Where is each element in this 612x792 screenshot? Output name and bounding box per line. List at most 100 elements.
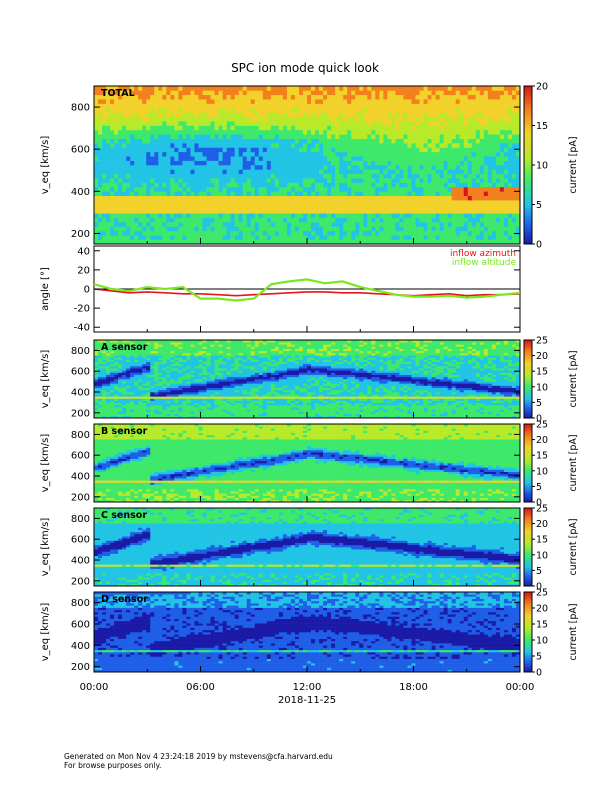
legend-inflow-altitude: inflow altitude — [452, 258, 517, 268]
colorbar-C — [523, 507, 533, 587]
colorbar-label-B: current [pA] — [568, 434, 579, 491]
panel-B: 200 400 600 800 B sensor v_eq [km/s] 0 5 10 15 20 2… — [40, 420, 579, 509]
y-tick-label-total-3: 800 — [71, 103, 90, 114]
y-axis-label-D: v_eq [km/s] — [40, 603, 51, 662]
colorbar-tick-label-B-1: 5 — [536, 482, 542, 493]
y-tick-label-D-1: 400 — [71, 641, 90, 652]
y-tick-label-B-0: 200 — [71, 492, 90, 503]
colorbar-tick-label-D-5: 25 — [536, 588, 548, 599]
colorbar-label-D: current [pA] — [568, 603, 579, 660]
x-tick-label-4: 00:00 — [506, 682, 535, 693]
x-tick-label-1: 06:00 — [186, 682, 215, 693]
colorbar-label-total: current [pA] — [568, 136, 579, 193]
colorbar-tick-label-C-4: 20 — [536, 519, 548, 530]
y-tick-label-angle-0: -40 — [74, 323, 90, 334]
footer-generated-line: Generated on Mon Nov 4 23:24:18 2019 by … — [64, 752, 333, 761]
figure-title: SPC ion mode quick look — [231, 61, 379, 75]
y-tick-label-angle-2: 0 — [84, 285, 90, 296]
series-line-inflow-altitude — [93, 278, 521, 302]
colorbar-tick-label-total-2: 10 — [536, 161, 548, 172]
colorbar-label-C: current [pA] — [568, 518, 579, 575]
panel-A: 200 400 600 800 A sensor v_eq [km/s] 0 5 10 15 20 2… — [40, 336, 579, 425]
heatmap-cells-D — [94, 592, 521, 673]
panel-C: 200 400 600 800 C sensor v_eq [km/s] 0 5 10 15 20 2… — [40, 504, 579, 593]
colorbar-tick-label-total-4: 20 — [536, 82, 548, 93]
colorbar-tick-label-B-5: 25 — [536, 420, 548, 431]
heatmap-cells-total — [94, 86, 521, 245]
footer-browse-note: For browse purposes only. — [64, 761, 162, 770]
y-axis-label-B: v_eq [km/s] — [40, 434, 51, 493]
y-tick-label-angle-1: -20 — [74, 304, 90, 315]
colorbar-tick-label-D-3: 15 — [536, 620, 548, 631]
colorbar-tick-label-A-0: 0 — [536, 414, 542, 425]
y-tick-label-C-2: 600 — [71, 535, 90, 546]
y-tick-label-D-3: 800 — [71, 598, 90, 609]
colorbar-tick-label-C-3: 15 — [536, 535, 548, 546]
panel-label-total: TOTAL — [101, 88, 135, 99]
y-axis-label-C: v_eq [km/s] — [40, 518, 51, 577]
colorbar-tick-label-B-2: 10 — [536, 466, 548, 477]
colorbar-tick-label-total-3: 15 — [536, 121, 548, 132]
y-tick-label-B-1: 400 — [71, 472, 90, 483]
y-axis-label-A: v_eq [km/s] — [40, 350, 51, 409]
panel-label-C: C sensor — [101, 510, 147, 521]
colorbar-tick-label-C-0: 0 — [536, 582, 542, 593]
y-axis-label-total: v_eq [km/s] — [40, 136, 51, 195]
y-tick-label-A-1: 400 — [71, 388, 90, 399]
y-tick-label-B-3: 800 — [71, 430, 90, 441]
series-line-inflow-azimuth — [93, 288, 521, 297]
y-tick-label-C-0: 200 — [71, 576, 90, 587]
y-tick-label-A-0: 200 — [71, 408, 90, 419]
y-tick-label-total-1: 400 — [71, 187, 90, 198]
panel-label-B: B sensor — [101, 426, 148, 437]
y-tick-label-angle-3: 20 — [77, 265, 90, 276]
panel-label-A: A sensor — [101, 342, 148, 353]
colorbar-tick-label-A-3: 15 — [536, 367, 548, 378]
colorbar-tick-label-D-0: 0 — [536, 668, 542, 679]
y-tick-label-C-1: 400 — [71, 556, 90, 567]
y-tick-label-angle-4: 40 — [77, 246, 90, 257]
colorbar-tick-label-D-4: 20 — [536, 604, 548, 615]
y-tick-label-A-2: 600 — [71, 367, 90, 378]
colorbar-tick-label-B-0: 0 — [536, 498, 542, 509]
colorbar-tick-label-A-4: 20 — [536, 351, 548, 362]
panel-total: 200 400 600 800 TOTAL v_eq [km/s] 0 5 10 15 20 curr… — [40, 82, 579, 251]
colorbar-tick-label-D-2: 10 — [536, 636, 548, 647]
colorbar-tick-label-total-0: 0 — [536, 240, 542, 251]
x-date-label: 2018-11-25 — [278, 695, 336, 706]
legend-inflow-azimuth: inflow azimuth — [450, 249, 516, 259]
x-tick-label-2: 12:00 — [293, 682, 322, 693]
y-axis-label-angle: angle [°] — [40, 267, 51, 311]
heatmap-cells-B — [94, 424, 521, 503]
colorbar-tick-label-A-1: 5 — [536, 398, 542, 409]
heatmap-cells-A — [94, 340, 521, 419]
x-tick-label-0: 00:00 — [80, 682, 109, 693]
colorbar-B — [523, 423, 533, 503]
colorbar-label-A: current [pA] — [568, 350, 579, 407]
colorbar-D — [523, 591, 533, 673]
y-tick-label-total-2: 600 — [71, 145, 90, 156]
colorbar-tick-label-A-5: 25 — [536, 336, 548, 347]
footer: Generated on Mon Nov 4 23:24:18 2019 by … — [64, 752, 333, 770]
y-tick-label-B-2: 600 — [71, 451, 90, 462]
colorbar-tick-label-B-3: 15 — [536, 451, 548, 462]
colorbar-tick-label-D-1: 5 — [536, 652, 542, 663]
colorbar-tick-label-C-5: 25 — [536, 504, 548, 515]
y-tick-label-C-3: 800 — [71, 514, 90, 525]
colorbar-A — [523, 339, 533, 419]
colorbar-tick-label-C-1: 5 — [536, 566, 542, 577]
y-tick-label-A-3: 800 — [71, 346, 90, 357]
y-tick-label-D-0: 200 — [71, 662, 90, 673]
panel-D: 200 400 600 800 D sensor v_eq [km/s] 0 5 10 15 20 2… — [40, 588, 579, 679]
colorbar-tick-label-A-2: 10 — [536, 382, 548, 393]
colorbar-tick-label-total-1: 5 — [536, 200, 542, 211]
colorbar-tick-label-C-2: 10 — [536, 550, 548, 561]
panel-label-D: D sensor — [101, 594, 148, 605]
heatmap-cells-C — [94, 508, 521, 587]
y-tick-label-D-2: 600 — [71, 620, 90, 631]
y-tick-label-total-0: 200 — [71, 229, 90, 240]
colorbar-tick-label-B-4: 20 — [536, 435, 548, 446]
colorbar-total — [523, 85, 533, 245]
